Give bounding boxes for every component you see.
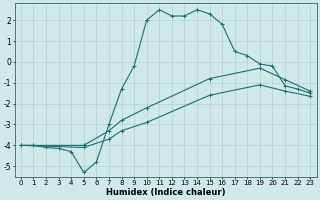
X-axis label: Humidex (Indice chaleur): Humidex (Indice chaleur): [106, 188, 225, 197]
